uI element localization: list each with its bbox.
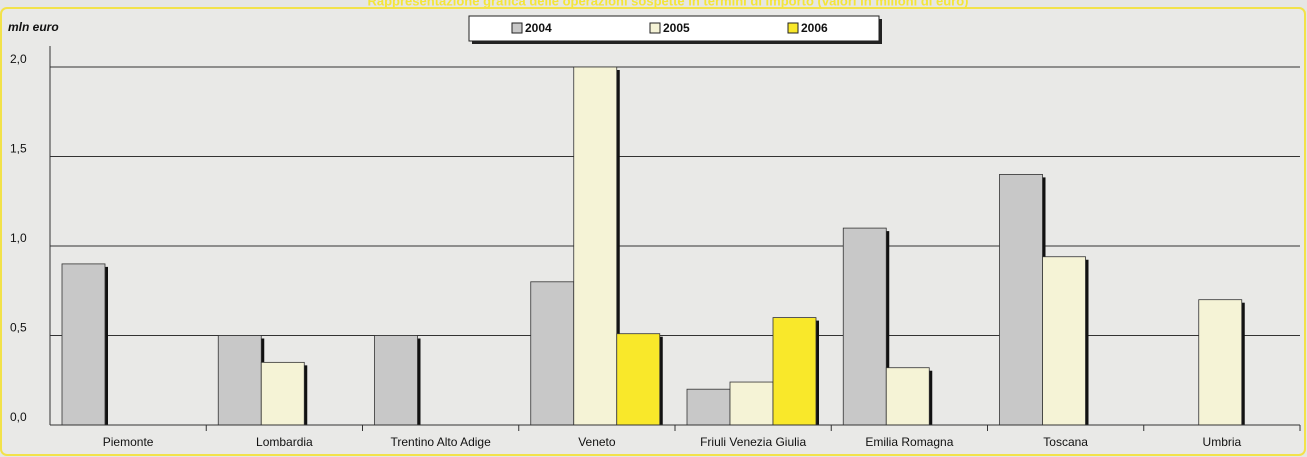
legend-label: 2004 xyxy=(525,21,552,35)
bar xyxy=(573,66,618,426)
bar xyxy=(616,333,661,426)
bar xyxy=(374,335,418,426)
bar xyxy=(530,281,575,426)
y-tick-label: 2,0 xyxy=(10,52,27,66)
bar xyxy=(842,227,887,426)
chart-title: Rappresentazione grafica delle operazion… xyxy=(368,0,969,8)
legend-swatch xyxy=(787,22,799,34)
y-axis-label: mln euro xyxy=(8,20,59,34)
x-tick-label: Veneto xyxy=(578,435,616,449)
x-tick-label: Lombardia xyxy=(256,435,313,449)
x-tick-label: Umbria xyxy=(1203,435,1242,449)
chart-frame xyxy=(0,7,1306,456)
bar xyxy=(772,317,817,426)
y-tick-label: 0,0 xyxy=(10,410,27,424)
bar xyxy=(1198,299,1243,426)
bar xyxy=(61,263,106,426)
bar xyxy=(686,388,731,426)
legend-label: 2005 xyxy=(663,21,690,35)
bar xyxy=(885,367,930,426)
x-tick-label: Emilia Romagna xyxy=(865,435,953,449)
x-tick-label: Toscana xyxy=(1043,435,1088,449)
legend xyxy=(468,15,880,42)
bar xyxy=(999,173,1043,426)
bar xyxy=(217,335,262,426)
x-tick-label: Piemonte xyxy=(103,435,154,449)
y-tick-label: 0,5 xyxy=(10,321,27,335)
y-tick-label: 1,5 xyxy=(10,142,27,156)
legend-swatch xyxy=(649,22,661,34)
legend-swatch xyxy=(511,22,523,34)
bar xyxy=(729,381,774,426)
bar xyxy=(1042,256,1086,426)
x-tick-label: Friuli Venezia Giulia xyxy=(700,435,806,449)
x-tick-label: Trentino Alto Adige xyxy=(390,435,491,449)
bar xyxy=(260,361,305,426)
legend-label: 2006 xyxy=(801,21,828,35)
y-tick-label: 1,0 xyxy=(10,231,27,245)
